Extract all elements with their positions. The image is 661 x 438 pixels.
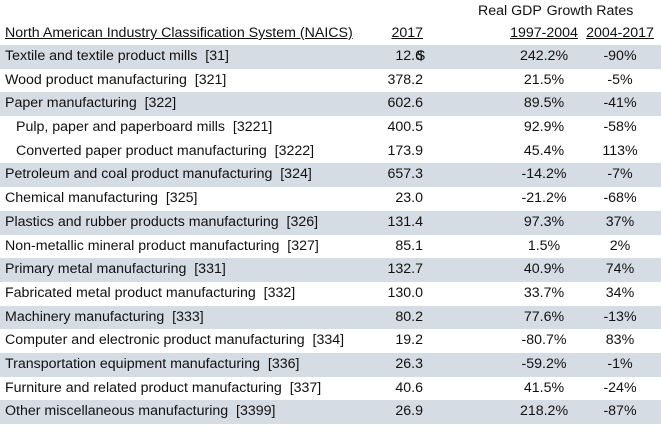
growth-1997-2004: 40.9% bbox=[523, 261, 565, 278]
gdp-value: 400.5 bbox=[387, 119, 423, 136]
industry-name: Fabricated metal product manufacturing [… bbox=[5, 284, 296, 301]
industry-name: Primary metal manufacturing [331] bbox=[5, 261, 226, 278]
growth-2004-2017: 113% bbox=[602, 142, 638, 159]
growth-2004-2017: -1% bbox=[607, 355, 633, 372]
gdp-value: 173.9 bbox=[387, 142, 423, 159]
growth-1997-2004: 89.5% bbox=[523, 95, 565, 112]
industry-name: Wood product manufacturing [321] bbox=[5, 71, 227, 88]
industry-name: Other miscellaneous manufacturing [3399] bbox=[5, 403, 276, 420]
growth-2004-2017: 74% bbox=[605, 261, 635, 278]
growth-2004-2017: -13% bbox=[603, 308, 637, 325]
table-row: Computer and electronic product manufact… bbox=[0, 329, 661, 353]
table-row: Pulp, paper and paperboard mills [3221] … bbox=[0, 116, 661, 140]
gdp-value: 26.9 bbox=[395, 403, 423, 420]
industry-name: Chemical manufacturing [325] bbox=[5, 190, 198, 207]
industry-name: Furniture and related product manufactur… bbox=[5, 379, 322, 396]
growth-1997-2004: 33.7% bbox=[523, 284, 565, 301]
gdp-value: 130.0 bbox=[387, 284, 423, 301]
table-row: Machinery manufacturing [333] 80.2 77.6%… bbox=[0, 305, 661, 330]
gdp-value: 80.2 bbox=[395, 308, 423, 325]
growth-2004-2017: 2% bbox=[609, 237, 631, 254]
naics-column-header: North American Industry Classification S… bbox=[5, 25, 353, 41]
growth-2004-2017: 37% bbox=[605, 213, 635, 230]
growth-2004-2017: 34% bbox=[605, 284, 635, 301]
table-row: Converted paper product manufacturing [3… bbox=[0, 140, 661, 164]
gdp-2017-column-header: 2017 bbox=[391, 25, 423, 41]
industry-name: Machinery manufacturing [333] bbox=[5, 308, 204, 325]
growth-2004-2017: -24% bbox=[603, 379, 637, 396]
industry-name: Plastics and rubber products manufacturi… bbox=[5, 213, 319, 230]
table-row: Primary metal manufacturing [331] 132.7 … bbox=[0, 258, 661, 282]
growth-1997-2004: 45.4% bbox=[523, 142, 565, 159]
growth-1997-2004: 92.9% bbox=[523, 119, 565, 136]
growth-1997-2004: 97.3% bbox=[523, 213, 565, 230]
growth-1997-2004: -21.2% bbox=[521, 190, 567, 207]
gdp-value: 132.7 bbox=[387, 261, 423, 278]
table-row: Non-metallic mineral product manufacturi… bbox=[0, 235, 661, 259]
growth-2004-2017: -58% bbox=[603, 119, 637, 136]
naics-gdp-table: Real GDP Growth Rates North American Ind… bbox=[0, 0, 661, 424]
growth-2004-2017: -41% bbox=[603, 95, 637, 112]
growth-1997-2004: 218.2% bbox=[519, 403, 569, 420]
growth-2004-2017: -87% bbox=[603, 403, 637, 420]
industry-name: Converted paper product manufacturing [3… bbox=[16, 142, 315, 159]
growth-2004-2017: -90% bbox=[603, 48, 637, 64]
growth-1997-2004-column-header: 1997-2004 bbox=[510, 25, 578, 41]
growth-1997-2004: 1.5% bbox=[527, 237, 561, 254]
industry-name: Computer and electronic product manufact… bbox=[5, 332, 345, 349]
growth-1997-2004: 41.5% bbox=[523, 379, 565, 396]
growth-1997-2004: -59.2% bbox=[521, 355, 567, 372]
gdp-value: 19.2 bbox=[395, 332, 423, 349]
growth-2004-2017-column-header: 2004-2017 bbox=[586, 25, 654, 41]
gdp-value: 602.6 bbox=[387, 95, 423, 112]
table-row: Other miscellaneous manufacturing [3399]… bbox=[0, 400, 661, 424]
growth-rates-header: Growth Rates bbox=[546, 3, 634, 19]
industry-name: Paper manufacturing [322] bbox=[5, 95, 177, 112]
table-row: Transportation equipment manufacturing [… bbox=[0, 352, 661, 377]
gdp-value: 131.4 bbox=[387, 213, 423, 230]
table-row: Furniture and related product manufactur… bbox=[0, 377, 661, 401]
industry-name: Transportation equipment manufacturing [… bbox=[5, 355, 300, 372]
real-gdp-header: Real GDP bbox=[478, 3, 542, 19]
growth-1997-2004: -14.2% bbox=[521, 166, 567, 183]
table-row: Plastics and rubber products manufacturi… bbox=[0, 210, 661, 235]
growth-1997-2004: 77.6% bbox=[523, 308, 565, 325]
table-row: Wood product manufacturing [321] 378.2 2… bbox=[0, 69, 661, 93]
gdp-value: 657.3 bbox=[387, 166, 423, 183]
table-row: Chemical manufacturing [325] 23.0 -21.2%… bbox=[0, 187, 661, 211]
gdp-value: 40.6 bbox=[395, 379, 423, 396]
growth-2004-2017: -7% bbox=[607, 166, 633, 183]
table-row: Petroleum and coal product manufacturing… bbox=[0, 163, 661, 188]
industry-name: Pulp, paper and paperboard mills [3221] bbox=[16, 119, 273, 136]
currency-symbol: $ bbox=[417, 48, 425, 64]
gdp-value: 23.0 bbox=[395, 190, 423, 207]
gdp-value: 26.3 bbox=[395, 355, 423, 372]
industry-name: Non-metallic mineral product manufacturi… bbox=[5, 237, 319, 254]
growth-1997-2004: 242.2% bbox=[519, 48, 569, 64]
header-row-top: Real GDP Growth Rates bbox=[0, 0, 661, 22]
gdp-value: 85.1 bbox=[395, 237, 423, 254]
growth-1997-2004: 21.5% bbox=[523, 71, 565, 88]
growth-2004-2017: -68% bbox=[603, 190, 637, 207]
table-row: Fabricated metal product manufacturing [… bbox=[0, 282, 661, 306]
header-row-columns: North American Industry Classification S… bbox=[0, 22, 661, 45]
growth-1997-2004: -80.7% bbox=[521, 332, 567, 349]
growth-2004-2017: -5% bbox=[607, 71, 633, 88]
table-row: Paper manufacturing [322] 602.6 89.5% -4… bbox=[0, 92, 661, 117]
gdp-value: 12.6 bbox=[395, 48, 423, 64]
table-row: Textile and textile product mills [31] $… bbox=[0, 45, 661, 69]
growth-2004-2017: 83% bbox=[605, 332, 635, 349]
industry-name: Textile and textile product mills [31] bbox=[5, 48, 229, 64]
industry-name: Petroleum and coal product manufacturing… bbox=[5, 166, 312, 183]
gdp-value: 378.2 bbox=[387, 71, 423, 88]
